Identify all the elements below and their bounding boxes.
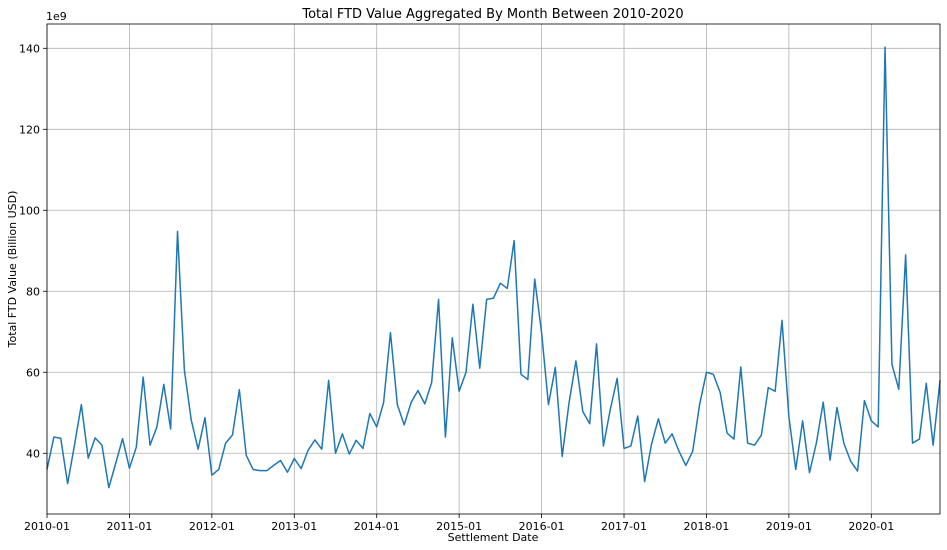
x-tick-label: 2015-01: [436, 520, 482, 533]
x-tick-label: 2020-01: [848, 520, 894, 533]
x-tick-label: 2010-01: [24, 520, 70, 533]
grid: [46, 24, 940, 514]
x-tick-label: 2019-01: [766, 520, 812, 533]
x-tick-label: 2016-01: [519, 520, 565, 533]
y-axis-title: Total FTD Value (Billion USD): [6, 191, 19, 349]
x-tick-label: 2017-01: [601, 520, 647, 533]
series-line: [46, 46, 941, 489]
y-tick-label: 120: [19, 123, 40, 136]
series-group: [46, 46, 941, 489]
x-tick-label: 2011-01: [106, 520, 152, 533]
x-tick-label: 2012-01: [189, 520, 235, 533]
plot-frame: [46, 23, 941, 515]
y-offset-label: 1e9: [46, 10, 67, 23]
y-tick-label: 80: [26, 285, 40, 298]
y-tick-label: 60: [26, 366, 40, 379]
y-tick-label: 40: [26, 447, 40, 460]
y-axis: 40 60 80 100 120 140: [19, 42, 47, 460]
x-tick-label: 2018-01: [683, 520, 729, 533]
x-axis: 2010-01 2011-01 2012-01 2013-01 2014-01 2015-…: [24, 514, 894, 533]
y-tick-label: 140: [19, 42, 40, 55]
y-tick-label: 100: [19, 204, 40, 217]
x-tick-label: 2013-01: [271, 520, 317, 533]
x-axis-title: Settlement Date: [448, 531, 539, 544]
chart-title: Total FTD Value Aggregated By Month Betw…: [301, 7, 683, 22]
x-tick-label: 2014-01: [354, 520, 400, 533]
